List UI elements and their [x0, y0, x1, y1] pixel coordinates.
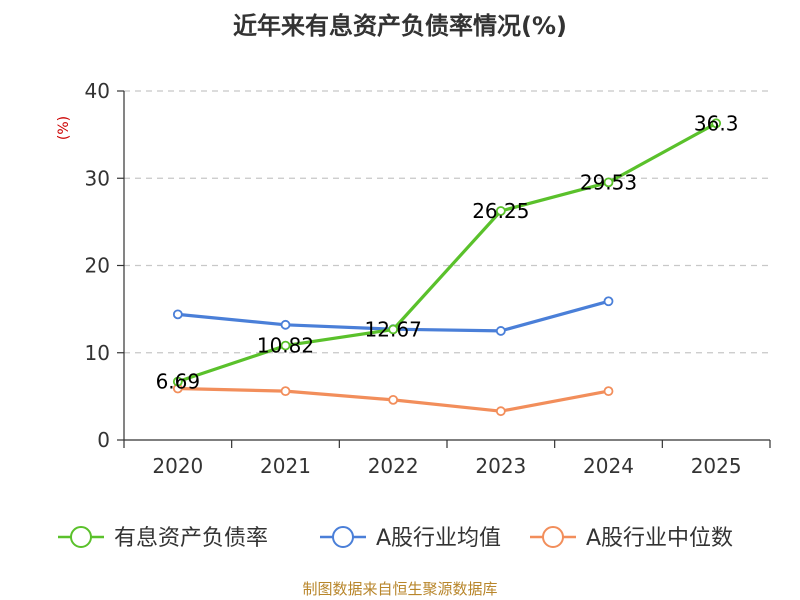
y-axis-unit: (%): [56, 116, 72, 140]
chart-title: 近年来有息资产负债率情况(%): [233, 12, 567, 40]
legend-label: A股行业均值: [376, 526, 501, 551]
data-point[interactable]: [603, 177, 614, 188]
legend-item[interactable]: A股行业中位数: [530, 526, 733, 551]
legend[interactable]: 有息资产负债率 A股行业均值 A股行业中位数: [58, 526, 733, 551]
grid: [124, 90, 770, 354]
x-tick-label: 2025: [691, 454, 742, 478]
data-label: 36.3: [694, 111, 739, 135]
axes: 0 10 20 30 40 2020 2021 2022 2023 2024 2025: [85, 79, 771, 478]
data-point[interactable]: [495, 406, 506, 417]
x-tick-label: 2023: [475, 454, 526, 478]
data-point[interactable]: [388, 324, 399, 335]
data-label: 26.25: [472, 199, 529, 223]
y-tick-label: 0: [97, 428, 110, 452]
y-tick-label: 40: [85, 79, 110, 103]
data-point[interactable]: [603, 386, 614, 397]
data-point[interactable]: [172, 309, 183, 320]
legend-label: A股行业中位数: [586, 526, 733, 551]
series-2: [172, 383, 614, 417]
data-label: 12.67: [365, 317, 422, 341]
data-point[interactable]: [495, 206, 506, 216]
data-point[interactable]: [172, 376, 183, 387]
series-line: [176, 121, 718, 384]
data-point[interactable]: [603, 296, 614, 307]
legend-swatch-marker: [70, 526, 92, 548]
data-point[interactable]: [280, 319, 291, 330]
x-tick-label: 2021: [260, 454, 311, 478]
data-labels: 6.69 10.82 12.67 26.25 29.53 36.3: [156, 111, 739, 393]
x-tick-label: 2024: [583, 454, 634, 478]
legend-swatch-marker: [332, 526, 354, 548]
data-point[interactable]: [280, 340, 291, 351]
y-tick-label: 30: [85, 166, 110, 190]
legend-item[interactable]: A股行业均值: [320, 526, 501, 551]
legend-label: 有息资产负债率: [114, 526, 268, 551]
x-tick-label: 2020: [152, 454, 203, 478]
legend-item[interactable]: 有息资产负债率: [58, 526, 268, 551]
data-point[interactable]: [280, 386, 291, 397]
y-tick-label: 20: [85, 254, 110, 278]
legend-swatch-marker: [542, 526, 564, 548]
series-layer: [172, 118, 722, 417]
data-label: 29.53: [580, 170, 637, 194]
data-point[interactable]: [711, 118, 722, 129]
data-label: 6.69: [156, 370, 201, 394]
x-tick-label: 2022: [368, 454, 419, 478]
data-point[interactable]: [495, 326, 506, 336]
data-label: 10.82: [257, 334, 314, 358]
source-note: 制图数据来自恒生聚源数据库: [302, 580, 497, 598]
series-0: [172, 118, 722, 387]
data-point[interactable]: [388, 394, 399, 405]
y-tick-label: 10: [85, 341, 110, 365]
